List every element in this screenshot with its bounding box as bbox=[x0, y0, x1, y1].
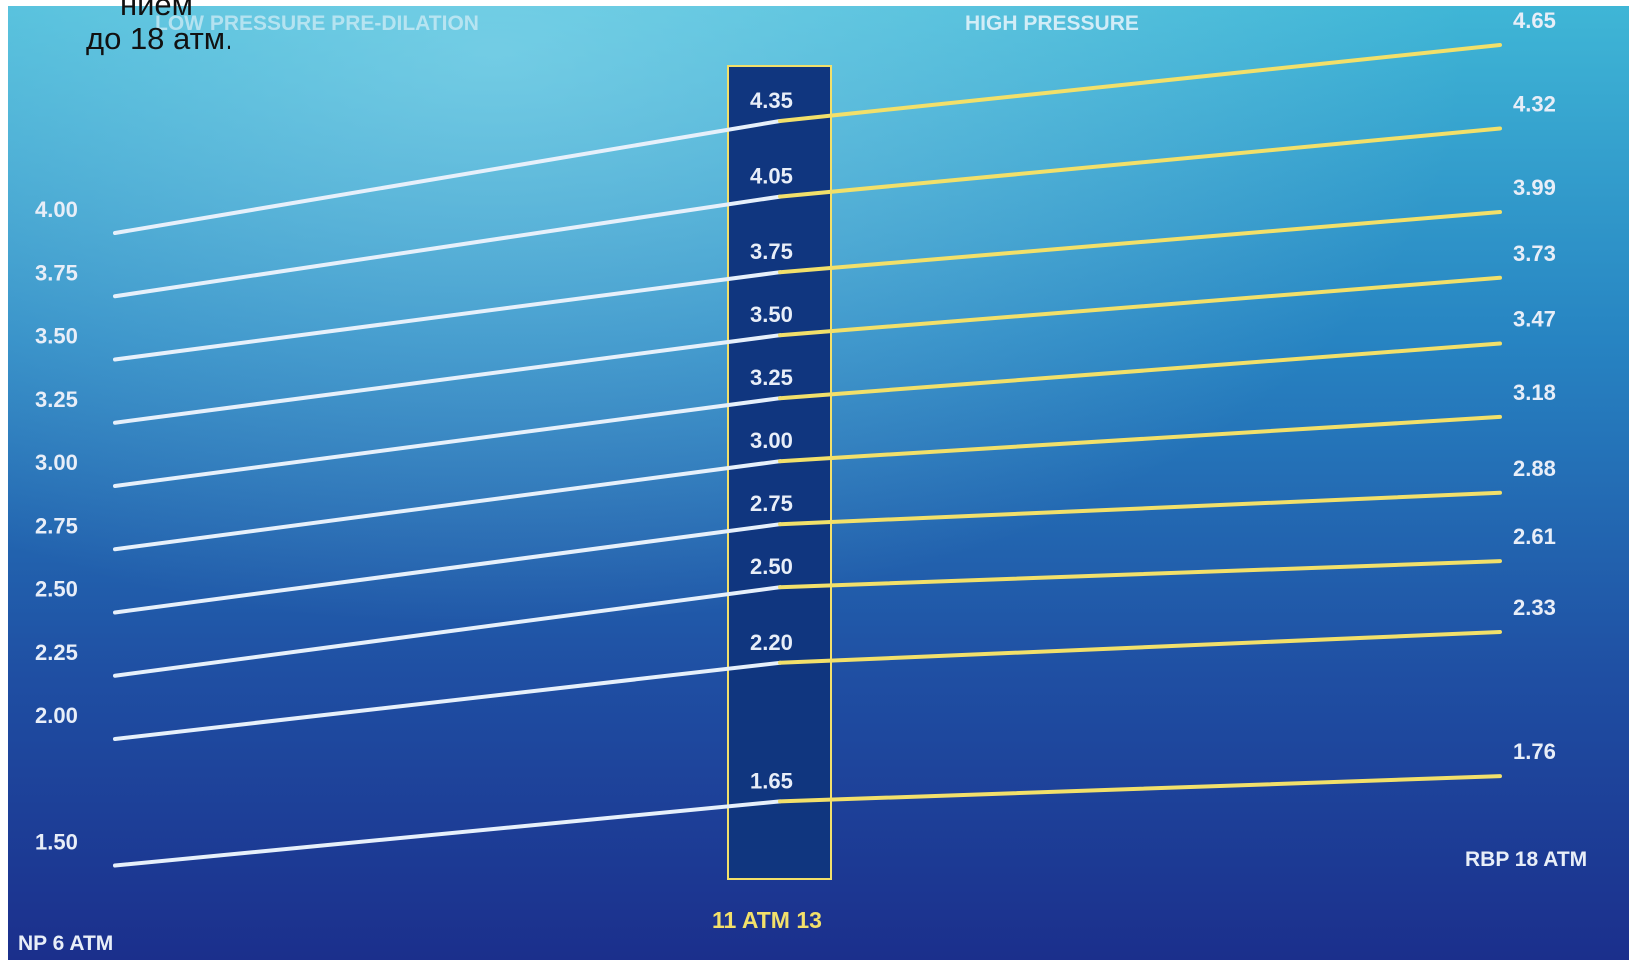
series-line-low-6 bbox=[113, 333, 782, 425]
series-lines bbox=[113, 43, 1502, 868]
x-label-nominal: NP 6 ATM bbox=[18, 932, 113, 955]
caption-fragment: нием до 18 атм. bbox=[0, 0, 230, 56]
data-label-5-0: 3.00 bbox=[35, 450, 78, 475]
data-label-2-1: 2.50 bbox=[750, 554, 793, 579]
x-label-mid: 11 ATM 13 bbox=[712, 907, 822, 933]
data-label-9-0: 4.00 bbox=[35, 197, 78, 222]
header-left: LOW PRESSURE PRE-DILATION bbox=[155, 12, 479, 35]
data-label-4-0: 2.75 bbox=[35, 513, 78, 538]
series-line-high-7 bbox=[778, 209, 1502, 275]
data-label-3-0: 2.50 bbox=[35, 577, 78, 602]
series-line-low-2 bbox=[113, 585, 782, 678]
data-label-9-1: 4.35 bbox=[750, 88, 793, 113]
series-line-high-9 bbox=[778, 43, 1502, 123]
data-label-6-0: 3.25 bbox=[35, 387, 78, 412]
series-line-high-1 bbox=[778, 629, 1502, 665]
data-label-1-0: 2.00 bbox=[35, 703, 78, 728]
series-line-low-3 bbox=[113, 522, 782, 615]
caption-line-2: до 18 атм. bbox=[86, 22, 230, 56]
data-label-2-2: 2.61 bbox=[1513, 524, 1556, 549]
data-label-4-2: 3.18 bbox=[1513, 380, 1556, 405]
data-label-0-1: 1.65 bbox=[750, 768, 793, 793]
header-right: HIGH PRESSURE bbox=[965, 12, 1139, 35]
data-label-5-1: 3.25 bbox=[750, 365, 793, 390]
series-line-low-9 bbox=[113, 119, 782, 235]
x-label-rated: RBP 18 ATM bbox=[1465, 848, 1587, 871]
series-line-high-8 bbox=[778, 126, 1502, 199]
data-label-0-2: 1.76 bbox=[1513, 739, 1556, 764]
caption-line-1: нием bbox=[120, 0, 193, 22]
data-label-3-1: 2.75 bbox=[750, 491, 793, 516]
series-line-low-7 bbox=[113, 270, 782, 362]
data-label-2-0: 2.25 bbox=[35, 640, 78, 665]
data-label-8-2: 4.32 bbox=[1513, 91, 1556, 116]
data-label-4-1: 3.00 bbox=[750, 428, 793, 453]
data-label-6-2: 3.73 bbox=[1513, 241, 1556, 266]
series-line-low-5 bbox=[113, 396, 782, 488]
series-line-high-3 bbox=[778, 490, 1502, 527]
data-label-7-2: 3.99 bbox=[1513, 175, 1556, 200]
data-label-9-2: 4.65 bbox=[1513, 8, 1556, 33]
data-label-6-1: 3.50 bbox=[750, 302, 793, 327]
series-line-low-0 bbox=[113, 799, 782, 868]
series-line-high-2 bbox=[778, 559, 1502, 590]
series-line-low-4 bbox=[113, 459, 782, 552]
data-label-1-1: 2.20 bbox=[750, 630, 793, 655]
series-line-high-4 bbox=[778, 414, 1502, 464]
data-label-0-0: 1.50 bbox=[35, 830, 78, 855]
data-label-7-0: 3.50 bbox=[35, 324, 78, 349]
series-line-low-1 bbox=[113, 660, 782, 741]
series-line-high-5 bbox=[778, 341, 1502, 401]
data-label-8-1: 4.05 bbox=[750, 164, 793, 189]
series-line-low-8 bbox=[113, 194, 782, 299]
data-label-8-0: 3.75 bbox=[35, 260, 78, 285]
series-labels: 1.50 1.65 1.76 2.00 2.20 2.33 2.25 2.50 2.61 2.50… bbox=[35, 8, 1556, 855]
data-label-1-2: 2.33 bbox=[1513, 595, 1556, 620]
data-label-7-1: 3.75 bbox=[750, 239, 793, 264]
data-label-3-2: 2.88 bbox=[1513, 456, 1556, 481]
data-label-5-2: 3.47 bbox=[1513, 307, 1556, 332]
series-line-high-6 bbox=[778, 275, 1502, 338]
series-line-high-0 bbox=[778, 774, 1502, 804]
